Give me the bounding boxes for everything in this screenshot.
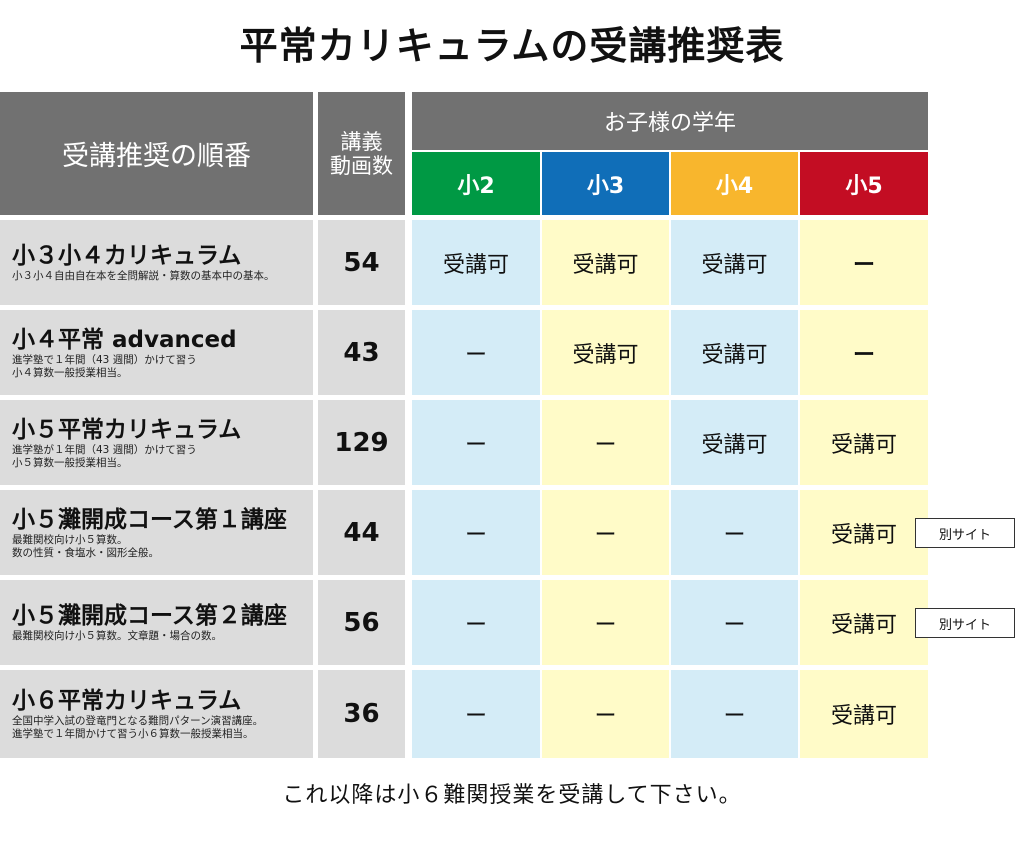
not-available-dash: ー: [464, 432, 487, 458]
course-name-cell: 小３小４カリキュラム 小３小４自由自在本を全問解説・算数の基本中の基本。: [0, 220, 313, 305]
not-available-dash: ー: [594, 522, 617, 548]
not-available-dash: ー: [852, 252, 875, 278]
not-available-dash: ー: [723, 522, 746, 548]
course-title: 小３小４カリキュラム: [12, 243, 242, 269]
grade-header-label: 小4: [715, 173, 754, 199]
grade-header-5: 小5: [800, 152, 928, 215]
availability-cell-grade-2: ー: [412, 310, 540, 395]
availability-cell-grade-3: ー: [542, 400, 669, 485]
order-column-header: 受講推奨の順番: [0, 92, 313, 215]
available-label: 受講可: [830, 612, 897, 638]
video-count-header-line1: 講義: [340, 129, 383, 154]
course-description: 小３小４自由自在本を全問解説・算数の基本中の基本。: [12, 270, 275, 282]
not-available-dash: ー: [464, 522, 487, 548]
video-count-value: 129: [334, 427, 389, 458]
available-label: 受講可: [830, 432, 897, 458]
availability-cell-grade-3: 受講可: [542, 310, 669, 395]
external-site-button[interactable]: 別サイト: [915, 608, 1015, 638]
order-column-header-label: 受講推奨の順番: [62, 141, 251, 172]
availability-cell-grade-3: ー: [542, 490, 669, 575]
course-title: 小６平常カリキュラム: [12, 688, 242, 714]
course-name-cell: 小６平常カリキュラム 全国中学入試の登竜門となる難問パターン演習講座。 進学塾で１…: [0, 670, 313, 758]
availability-cell-grade-4: ー: [671, 670, 798, 758]
video-count-cell: 43: [318, 310, 405, 395]
video-count-cell: 44: [318, 490, 405, 575]
course-title: 小５平常カリキュラム: [12, 416, 242, 443]
not-available-dash: ー: [594, 432, 617, 458]
video-count-value: 56: [343, 607, 380, 638]
available-label: 受講可: [830, 522, 897, 548]
availability-cell-grade-5: 受講可: [800, 490, 928, 575]
video-count-value: 36: [343, 699, 380, 729]
course-title: 小５灘開成コース第１講座: [12, 506, 287, 533]
course-description: 全国中学入試の登竜門となる難問パターン演習講座。 進学塾で１年間かけて習う小６算…: [12, 715, 264, 740]
availability-cell-grade-4: ー: [671, 580, 798, 665]
availability-cell-grade-3: ー: [542, 670, 669, 758]
availability-cell-grade-4: 受講可: [671, 310, 798, 395]
not-available-dash: ー: [594, 704, 617, 729]
not-available-dash: ー: [723, 704, 746, 729]
availability-cell-grade-5: 受講可: [800, 580, 928, 665]
grade-header-label: 小3: [586, 173, 625, 199]
not-available-dash: ー: [852, 342, 875, 368]
not-available-dash: ー: [594, 612, 617, 638]
available-label: 受講可: [830, 704, 897, 729]
course-title: 小４平常 advanced: [12, 326, 237, 353]
available-label: 受講可: [572, 252, 639, 278]
not-available-dash: ー: [723, 612, 746, 638]
grade-band-header: お子様の学年: [412, 92, 928, 150]
available-label: 受講可: [442, 252, 509, 278]
video-count-cell: 36: [318, 670, 405, 758]
availability-cell-grade-4: ー: [671, 490, 798, 575]
page-title: 平常カリキュラムの受講推奨表: [239, 24, 785, 68]
availability-cell-grade-4: 受講可: [671, 400, 798, 485]
grade-header-label: 小2: [457, 173, 495, 199]
available-label: 受講可: [701, 432, 768, 458]
grade-header-label: 小5: [845, 173, 883, 199]
course-name-cell: 小４平常 advanced 進学塾で１年間（43 週間）かけて習う 小４算数一般授…: [0, 310, 313, 395]
availability-cell-grade-5: ー: [800, 220, 928, 305]
video-count-cell: 56: [318, 580, 405, 665]
grade-header-4: 小4: [671, 152, 798, 215]
grade-header-3: 小3: [542, 152, 669, 215]
video-count-value: 54: [343, 247, 380, 278]
not-available-dash: ー: [464, 612, 487, 638]
availability-cell-grade-2: 受講可: [412, 220, 540, 305]
available-label: 受講可: [572, 342, 639, 368]
course-title: 小５灘開成コース第２講座: [12, 603, 287, 629]
availability-cell-grade-4: 受講可: [671, 220, 798, 305]
not-available-dash: ー: [464, 704, 487, 729]
video-count-cell: 54: [318, 220, 405, 305]
grade-header-2: 小2: [412, 152, 540, 215]
grade-band-header-label: お子様の学年: [603, 111, 736, 136]
available-label: 受講可: [701, 252, 768, 278]
course-name-cell: 小５灘開成コース第１講座 最難関校向け小５算数。 数の性質・食塩水・図形全般。: [0, 490, 313, 575]
video-count-value: 44: [343, 517, 380, 548]
not-available-dash: ー: [464, 342, 487, 368]
course-name-cell: 小５灘開成コース第２講座 最難関校向け小５算数。文章題・場合の数。: [0, 580, 313, 665]
course-description: 進学塾で１年間（43 週間）かけて習う 小４算数一般授業相当。: [12, 353, 197, 379]
video-count-header-line2: 動画数: [330, 153, 393, 178]
availability-cell-grade-5: 受講可: [800, 670, 928, 758]
video-count-value: 43: [343, 337, 380, 368]
video-count-column-header: 講義 動画数: [318, 92, 405, 215]
course-description: 進学塾が１年間（43 週間）かけて習う 小５算数一般授業相当。: [12, 443, 197, 469]
availability-cell-grade-5: ー: [800, 310, 928, 395]
availability-cell-grade-2: ー: [412, 400, 540, 485]
availability-cell-grade-3: 受講可: [542, 220, 669, 305]
availability-cell-grade-2: ー: [412, 670, 540, 758]
course-description: 最難関校向け小５算数。文章題・場合の数。: [12, 630, 222, 642]
course-name-cell: 小５平常カリキュラム 進学塾が１年間（43 週間）かけて習う 小５算数一般授業相当…: [0, 400, 313, 485]
availability-cell-grade-5: 受講可: [800, 400, 928, 485]
footer-note: これ以降は小６難関授業を受講して下さい。: [282, 783, 742, 808]
course-description: 最難関校向け小５算数。 数の性質・食塩水・図形全般。: [12, 533, 159, 559]
availability-cell-grade-2: ー: [412, 490, 540, 575]
availability-cell-grade-2: ー: [412, 580, 540, 665]
availability-cell-grade-3: ー: [542, 580, 669, 665]
external-site-button[interactable]: 別サイト: [915, 518, 1015, 548]
video-count-cell: 129: [318, 400, 405, 485]
available-label: 受講可: [701, 342, 768, 368]
